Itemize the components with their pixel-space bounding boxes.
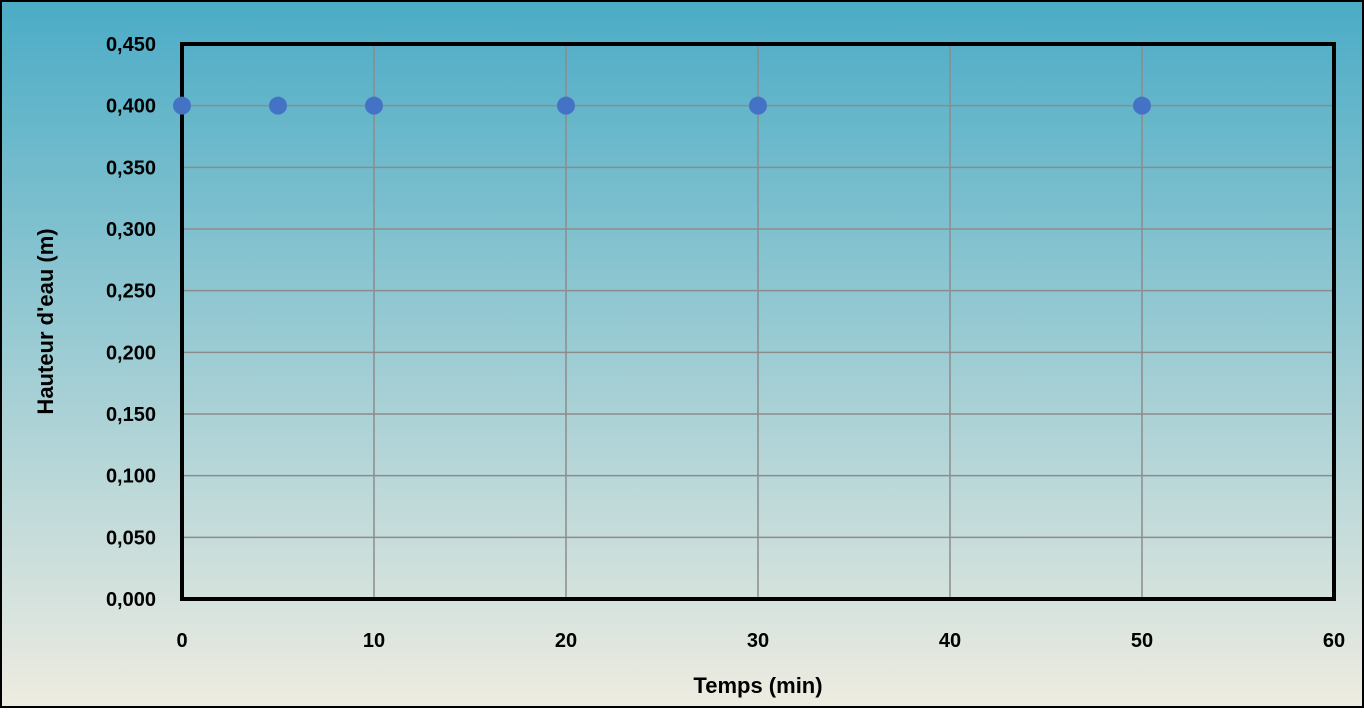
data-point bbox=[557, 96, 575, 115]
data-points bbox=[173, 96, 1151, 115]
x-tick-label: 20 bbox=[555, 630, 577, 652]
y-axis-tick-labels: 0,000 0,050 0,100 0,150 0,200 0,250 0,300 0,350… bbox=[106, 34, 156, 611]
x-tick-label: 40 bbox=[939, 630, 961, 652]
data-point bbox=[749, 96, 767, 115]
y-tick-label: 0,150 bbox=[106, 404, 156, 426]
y-tick-label: 0,200 bbox=[106, 342, 156, 364]
x-tick-label: 10 bbox=[363, 630, 385, 652]
y-tick-label: 0,000 bbox=[106, 589, 156, 611]
x-tick-label: 0 bbox=[176, 630, 187, 652]
data-point bbox=[1133, 96, 1151, 115]
x-axis-title: Temps (min) bbox=[693, 673, 822, 698]
gridlines bbox=[182, 44, 1334, 599]
y-tick-label: 0,100 bbox=[106, 466, 156, 488]
y-tick-label: 0,300 bbox=[106, 219, 156, 241]
x-axis-tick-labels: 0 10 20 30 40 50 60 bbox=[176, 630, 1345, 652]
y-axis-title: Hauteur d'eau (m) bbox=[33, 228, 58, 414]
plot-area-border bbox=[180, 42, 1336, 601]
y-tick-label: 0,050 bbox=[106, 527, 156, 549]
y-tick-label: 0,250 bbox=[106, 281, 156, 303]
x-tick-label: 60 bbox=[1323, 630, 1345, 652]
y-tick-label: 0,400 bbox=[106, 96, 156, 118]
y-tick-label: 0,450 bbox=[106, 34, 156, 56]
data-point bbox=[365, 96, 383, 115]
data-point bbox=[269, 96, 287, 115]
x-tick-label: 50 bbox=[1131, 630, 1153, 652]
x-tick-label: 30 bbox=[747, 630, 769, 652]
data-point bbox=[173, 96, 191, 115]
y-tick-label: 0,350 bbox=[106, 157, 156, 179]
